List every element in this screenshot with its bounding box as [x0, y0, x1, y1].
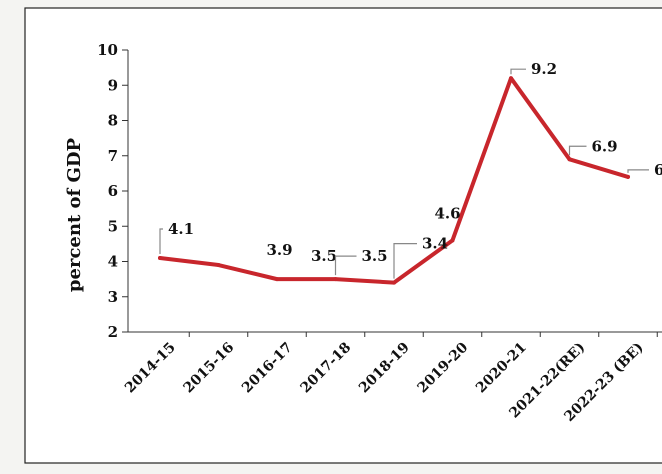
- y-tick-label: 3: [108, 288, 118, 306]
- y-axis-label: percent of GDP: [64, 137, 85, 292]
- data-point: [334, 277, 338, 281]
- data-point: [275, 277, 279, 281]
- data-label: 3.4: [422, 235, 448, 253]
- y-tick-label: 2: [108, 323, 118, 341]
- data-point: [509, 76, 513, 80]
- data-label: 3.5: [311, 247, 337, 265]
- data-point: [217, 263, 221, 267]
- data-label: 4.1: [168, 220, 194, 238]
- y-tick-label: 4: [108, 253, 118, 271]
- data-label: 3.5: [362, 247, 388, 265]
- data-label: 6.9: [592, 137, 618, 155]
- data-point: [158, 256, 162, 260]
- y-tick-label: 7: [108, 147, 118, 165]
- y-tick-label: 5: [108, 217, 118, 235]
- data-point: [568, 157, 572, 161]
- y-tick-label: 6: [108, 182, 118, 200]
- data-label: 3.9: [267, 241, 293, 259]
- y-tick-label: 9: [108, 76, 118, 94]
- data-label: 6.: [654, 161, 662, 179]
- y-tick-label: 8: [108, 112, 118, 130]
- y-tick-label: 10: [97, 41, 118, 59]
- chart-border: [25, 8, 662, 463]
- data-point: [392, 281, 396, 285]
- data-point: [626, 175, 630, 179]
- data-label: 4.6: [435, 204, 461, 222]
- data-label: 9.2: [531, 60, 557, 78]
- data-point: [451, 238, 455, 242]
